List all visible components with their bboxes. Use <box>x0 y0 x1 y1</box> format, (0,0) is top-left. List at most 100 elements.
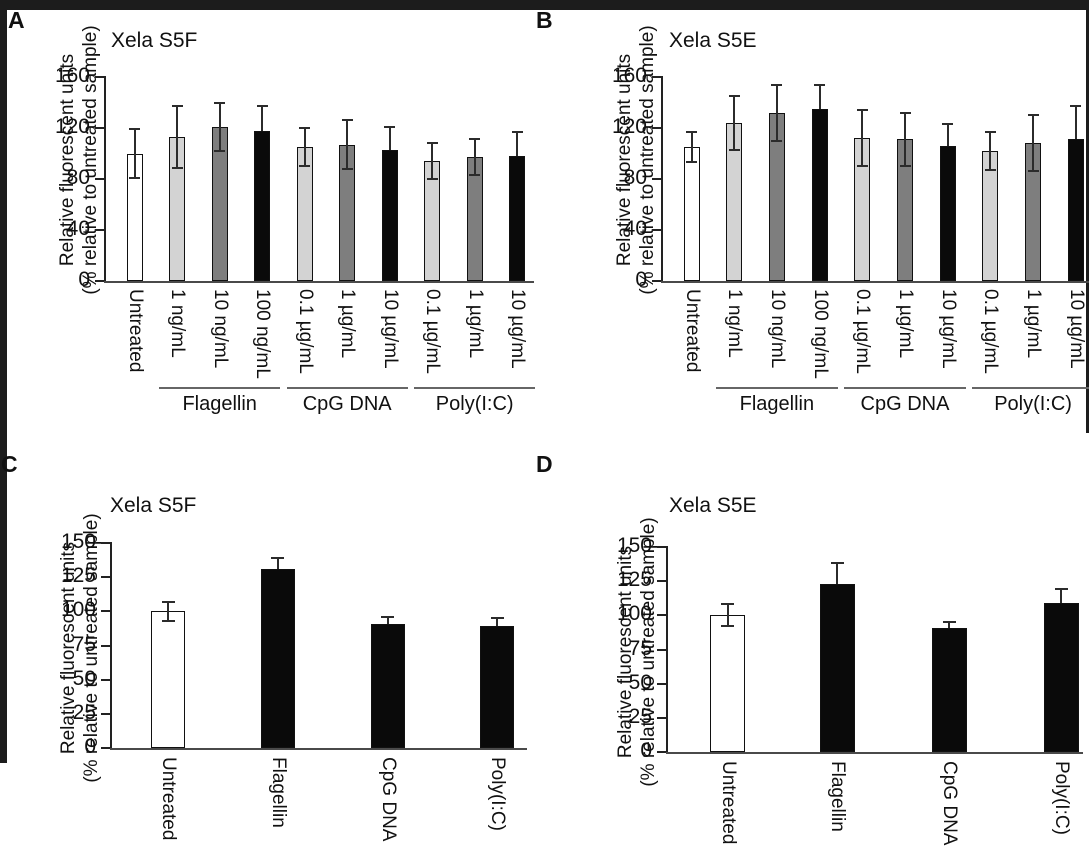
figure-border-left <box>0 0 7 763</box>
group-label: Poly(I:C) <box>994 393 1072 415</box>
error-bar <box>948 622 950 628</box>
bar <box>424 161 441 281</box>
error-bar-cap <box>469 174 481 177</box>
error-bar <box>303 128 306 167</box>
x-tick-label: Poly(I:C) <box>1051 761 1072 835</box>
error-bar-cap <box>381 615 394 618</box>
x-tick-label: Untreated <box>124 289 146 373</box>
chart-title-a: Xela S5F <box>111 29 198 52</box>
x-tick-label: 100 ng/mL <box>252 289 274 379</box>
error-bar <box>346 120 349 169</box>
x-axis-line <box>666 752 1083 754</box>
y-axis-label-line1: Relative fluorescent units <box>615 545 636 759</box>
error-bar-cap <box>341 119 353 122</box>
error-bar <box>1060 589 1062 604</box>
bar <box>854 138 871 281</box>
error-bar <box>473 139 476 176</box>
error-bar <box>496 618 499 627</box>
error-bar-cap <box>341 167 353 170</box>
error-bar <box>726 604 729 627</box>
figure-border-right <box>1086 0 1089 433</box>
x-tick-label: 1 µg/mL <box>895 289 916 359</box>
bar <box>339 144 356 281</box>
error-bar <box>386 616 389 624</box>
bar <box>897 139 913 281</box>
x-tick-label: Untreated <box>158 757 179 841</box>
x-tick-label: Flagellin <box>267 757 289 828</box>
error-bar-cap <box>214 149 226 152</box>
group-line <box>414 387 536 389</box>
bar <box>710 615 745 752</box>
error-bar-cap <box>728 148 740 151</box>
chart-title-c: Xela S5F <box>110 494 197 517</box>
figure-border-top <box>0 0 1089 10</box>
group-label: Flagellin <box>739 393 815 415</box>
x-tick-label: CpG DNA <box>377 757 399 842</box>
error-bar-cap <box>686 161 697 164</box>
bar <box>982 150 999 281</box>
bar <box>1025 143 1042 281</box>
error-bar-cap <box>256 105 268 108</box>
group-line <box>159 387 281 389</box>
error-bar-cap <box>129 128 141 131</box>
bar <box>466 157 483 281</box>
y-axis-label-line2: (% relative to untreated sample) <box>638 517 659 787</box>
error-bar-cap <box>942 123 954 126</box>
error-bar <box>690 131 693 163</box>
y-axis-label-line2: (% relative to untreated sample) <box>637 25 658 295</box>
error-bar <box>946 124 949 146</box>
x-tick-label: 10 µg/mL <box>379 289 401 369</box>
error-bar-cap <box>299 165 311 168</box>
error-bar-cap <box>899 111 911 114</box>
x-tick-label: CpG DNA <box>939 761 960 846</box>
x-tick-label: 10 µg/mL <box>937 289 959 369</box>
x-tick-label: 10 µg/mL <box>1065 289 1087 369</box>
x-tick-label: 1 ng/mL <box>167 289 189 358</box>
error-bar-cap <box>1027 170 1039 173</box>
group-line <box>844 387 966 389</box>
x-tick-label: Poly(I:C) <box>487 757 509 831</box>
error-bar <box>818 84 821 109</box>
x-tick-label: 1 ng/mL <box>724 289 746 358</box>
error-bar-cap <box>1027 114 1039 117</box>
y-axis-label-line2: (% relative to untreated sample) <box>81 513 102 783</box>
panel-letter-c: C <box>1 451 18 477</box>
error-bar-cap <box>899 165 911 168</box>
group-label: CpG DNA <box>860 393 950 415</box>
group-line <box>716 387 838 389</box>
error-bar <box>733 96 736 150</box>
bar <box>931 627 967 752</box>
y-axis-line <box>666 546 668 753</box>
group-label: CpG DNA <box>302 393 392 415</box>
error-bar <box>388 126 391 150</box>
error-bar <box>861 110 864 167</box>
error-bar <box>1032 115 1035 172</box>
x-tick-label: Untreated <box>681 289 703 373</box>
error-bar <box>261 106 264 131</box>
error-bar-cap <box>129 176 141 179</box>
y-axis-line <box>104 76 106 282</box>
error-bar-cap <box>771 139 783 142</box>
error-bar <box>516 131 519 157</box>
x-tick-label: Flagellin <box>827 761 848 832</box>
bar <box>726 122 743 281</box>
bar <box>211 126 228 281</box>
error-bar <box>431 143 434 179</box>
error-bar-cap <box>171 166 183 169</box>
error-bar-cap <box>856 109 868 112</box>
y-axis-label-line1: Relative fluorescent units <box>58 541 79 755</box>
error-bar-cap <box>728 95 740 98</box>
bar <box>151 611 185 748</box>
panel-letter-b: B <box>536 7 553 33</box>
error-bar <box>836 563 838 584</box>
error-bar-cap <box>426 178 438 180</box>
x-axis-line <box>104 281 534 283</box>
error-bar-cap <box>721 625 734 628</box>
y-axis-line <box>661 76 663 282</box>
error-bar-cap <box>814 83 826 86</box>
y-axis-label-line1: Relative fluorescent units <box>614 53 635 267</box>
bar <box>169 136 186 281</box>
x-axis-line <box>110 748 527 750</box>
